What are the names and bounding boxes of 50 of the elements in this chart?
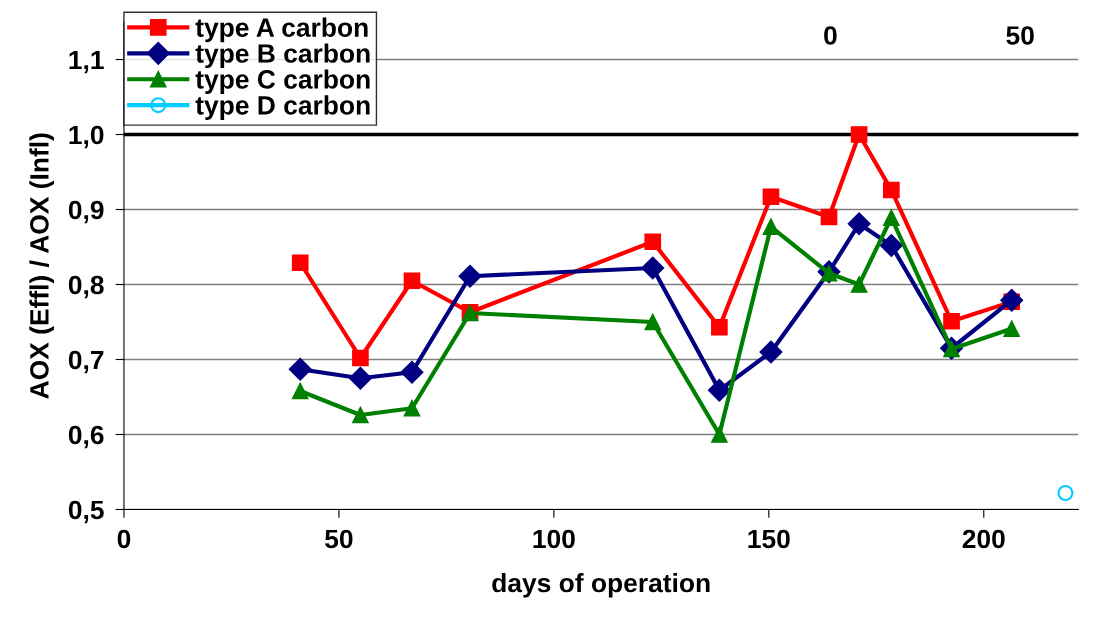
legend-label: type D carbon (195, 95, 370, 120)
point (348, 366, 372, 390)
point (762, 188, 780, 206)
point (711, 318, 728, 336)
annotation: 0 (824, 26, 837, 45)
point (644, 313, 662, 331)
y-tick-label: 1,0 (69, 125, 104, 149)
y-axis-title: AOX (Effl) / AOX (Infl) (29, 133, 54, 399)
point (1057, 485, 1074, 501)
x-tick-label: 0 (117, 529, 131, 549)
point (291, 382, 309, 400)
x-tick-label: 100 (533, 529, 575, 549)
legend-label: type C carbon (195, 69, 370, 94)
legend-label: type B carbon (195, 43, 370, 69)
point (820, 208, 838, 226)
point (291, 254, 309, 272)
x-tick-label: 50 (325, 529, 353, 549)
point (352, 406, 369, 424)
point (850, 276, 868, 293)
x-tick-label: 150 (748, 529, 790, 549)
point (711, 426, 728, 443)
point (883, 181, 900, 199)
point (644, 233, 662, 251)
point (352, 349, 369, 367)
point (707, 378, 731, 402)
y-tick-label: 0,7 (68, 350, 104, 374)
annotation: 50 (1006, 26, 1034, 45)
point (879, 234, 903, 258)
y-tick-label: 1,1 (69, 50, 104, 74)
point (943, 312, 960, 330)
legend-label: type A carbon (195, 17, 368, 43)
point (1003, 320, 1021, 338)
y-tick-label: 0,8 (68, 275, 104, 299)
point (641, 256, 665, 280)
y-tick-label: 0,6 (68, 425, 104, 449)
y-tick-label: 0,5 (68, 500, 104, 524)
y-tick-label: 0,9 (68, 200, 104, 224)
point (850, 126, 868, 143)
point (288, 357, 312, 381)
point (400, 360, 424, 384)
point (458, 264, 482, 288)
x-axis-title: days of operation (492, 572, 710, 598)
point (847, 212, 871, 236)
point (759, 340, 783, 364)
x-tick-label: 200 (962, 529, 1005, 549)
point (1000, 288, 1024, 312)
point (403, 272, 421, 290)
point (403, 399, 421, 417)
point (762, 218, 780, 236)
point (883, 209, 900, 227)
